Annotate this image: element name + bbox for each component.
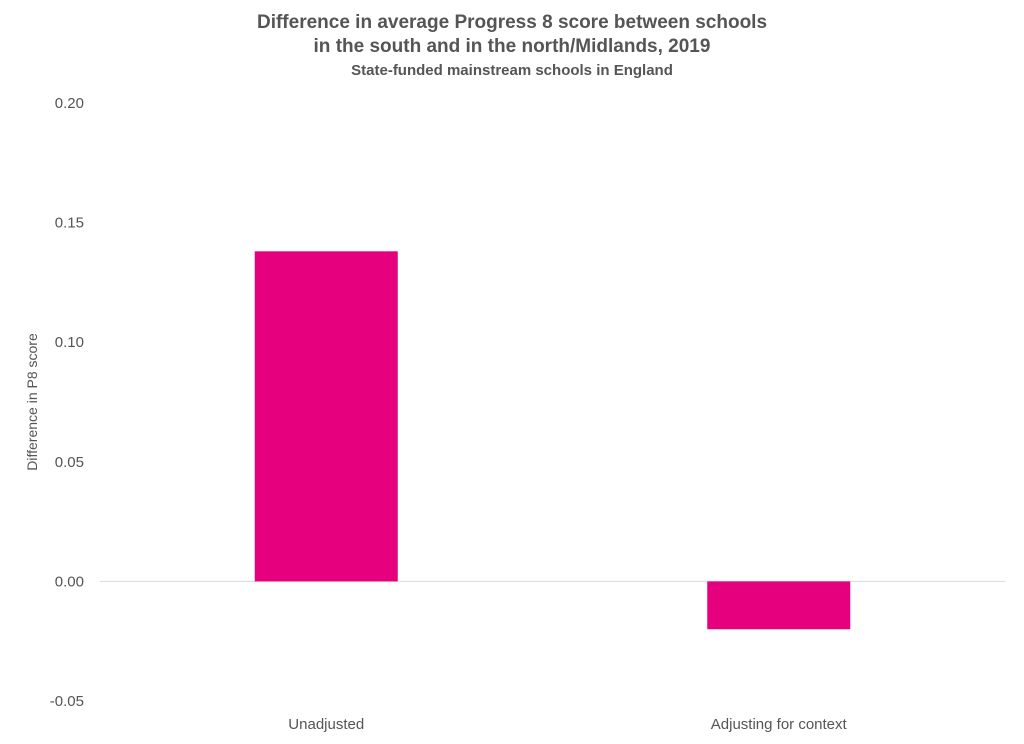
y-tick-label: 0.15 [55,215,84,232]
chart-title-line2: in the south and in the north/Midlands, … [313,36,711,57]
y-tick-label: 0.20 [55,95,84,112]
bar-1 [707,581,851,630]
y-tick-label: 0.00 [55,573,84,590]
bar-0 [254,251,398,582]
chart-title: Difference in average Progress 8 score b… [256,12,768,33]
y-axis-label: Difference in P8 score [24,333,40,471]
x-tick-label: Unadjusted [288,716,364,733]
chart-subtitle: State-funded mainstream schools in Engla… [351,62,673,79]
y-tick-label: -0.05 [50,693,84,710]
y-tick-label: 0.05 [55,454,84,471]
x-tick-label: Adjusting for context [711,716,848,733]
y-tick-label: 0.10 [55,334,84,351]
